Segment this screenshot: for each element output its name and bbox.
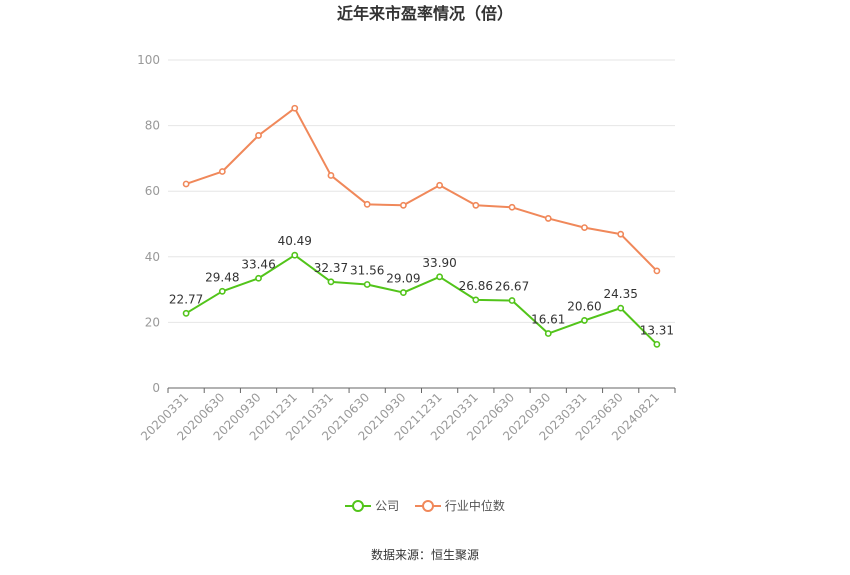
- legend: 公司 行业中位数: [0, 497, 850, 518]
- data-point-industry-median: [436, 181, 444, 189]
- legend-label-company: 公司: [375, 499, 400, 513]
- data-point-company: [399, 289, 407, 296]
- data-point-industry-median: [653, 267, 661, 275]
- series: [182, 104, 661, 348]
- legend-item-company[interactable]: 公司: [345, 497, 399, 515]
- data-label: 29.48: [205, 270, 239, 284]
- data-point-company: [472, 296, 480, 304]
- data-point-company: [581, 317, 588, 324]
- y-tick-label: 20: [145, 315, 160, 329]
- data-point-industry-median: [581, 224, 588, 232]
- axes: 0204060801002020033120200630202009302020…: [137, 53, 676, 443]
- y-tick-label: 60: [145, 184, 160, 198]
- data-label: 40.49: [278, 234, 312, 248]
- data-label: 31.56: [350, 263, 384, 277]
- data-label: 29.09: [386, 272, 420, 286]
- data-label: 24.35: [603, 287, 637, 301]
- data-point-company: [218, 287, 226, 295]
- data-point-company: [508, 297, 516, 304]
- data-point-industry-median: [399, 201, 407, 209]
- data-label: 13.31: [640, 323, 674, 337]
- data-point-industry-median: [544, 215, 552, 222]
- data-label: 33.46: [241, 257, 275, 271]
- legend-swatch-company: [345, 499, 372, 513]
- legend-swatch-industry-median: [414, 499, 441, 513]
- data-label: 26.86: [459, 279, 493, 293]
- data-point-industry-median: [508, 203, 516, 211]
- data-label: 26.67: [495, 280, 529, 294]
- data-label: 33.90: [422, 256, 456, 270]
- data-label: 16.61: [531, 313, 565, 327]
- data-point-industry-median: [291, 104, 299, 112]
- data-label: 32.37: [314, 261, 348, 275]
- data-point-industry-median: [182, 180, 190, 188]
- series-line-company: [185, 254, 658, 346]
- data-point-company: [327, 278, 335, 286]
- legend-label-industry-median: 行业中位数: [444, 499, 505, 513]
- data-point-industry-median: [617, 230, 625, 238]
- data-point-company: [182, 309, 190, 317]
- data-label: 22.77: [169, 292, 203, 306]
- data-point-industry-median: [327, 172, 335, 179]
- data-point-company: [363, 281, 371, 288]
- y-tick-label: 80: [145, 119, 160, 133]
- data-point-company: [653, 340, 661, 348]
- data-point-company: [291, 251, 299, 259]
- data-point-industry-median: [363, 200, 371, 208]
- data-point-company: [255, 274, 262, 282]
- data-point-company: [617, 304, 625, 312]
- gridlines: [168, 59, 675, 323]
- y-tick-label: 0: [152, 381, 160, 395]
- data-point-industry-median: [218, 168, 226, 175]
- data-point-industry-median: [255, 132, 262, 139]
- data-label: 20.60: [567, 299, 601, 313]
- legend-item-industry-median[interactable]: 行业中位数: [414, 497, 505, 515]
- data-point-industry-median: [472, 201, 480, 209]
- data-point-company: [544, 330, 552, 337]
- data-point-company: [436, 273, 444, 281]
- y-tick-label: 40: [145, 250, 160, 264]
- y-tick-label: 100: [137, 53, 160, 67]
- series-line-industry-median: [185, 107, 658, 272]
- chart-title: 近年来市盈率情况（倍）: [336, 4, 513, 23]
- data-source-note: 数据来源：恒生聚源: [370, 548, 479, 562]
